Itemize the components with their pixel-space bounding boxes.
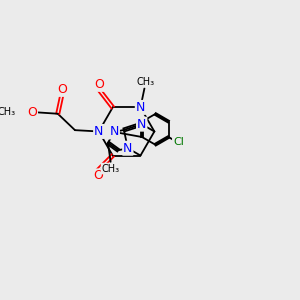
Text: O: O bbox=[94, 78, 104, 91]
Text: O: O bbox=[57, 83, 67, 96]
Text: CH₃: CH₃ bbox=[0, 107, 15, 117]
Text: N: N bbox=[136, 101, 145, 114]
Text: Cl: Cl bbox=[173, 137, 184, 147]
Text: N: N bbox=[94, 125, 104, 138]
Text: N: N bbox=[110, 125, 119, 139]
Text: O: O bbox=[93, 169, 103, 182]
Text: O: O bbox=[27, 106, 37, 119]
Text: CH₃: CH₃ bbox=[102, 164, 120, 173]
Text: N: N bbox=[137, 118, 146, 131]
Text: N: N bbox=[123, 142, 133, 155]
Text: CH₃: CH₃ bbox=[137, 77, 155, 87]
